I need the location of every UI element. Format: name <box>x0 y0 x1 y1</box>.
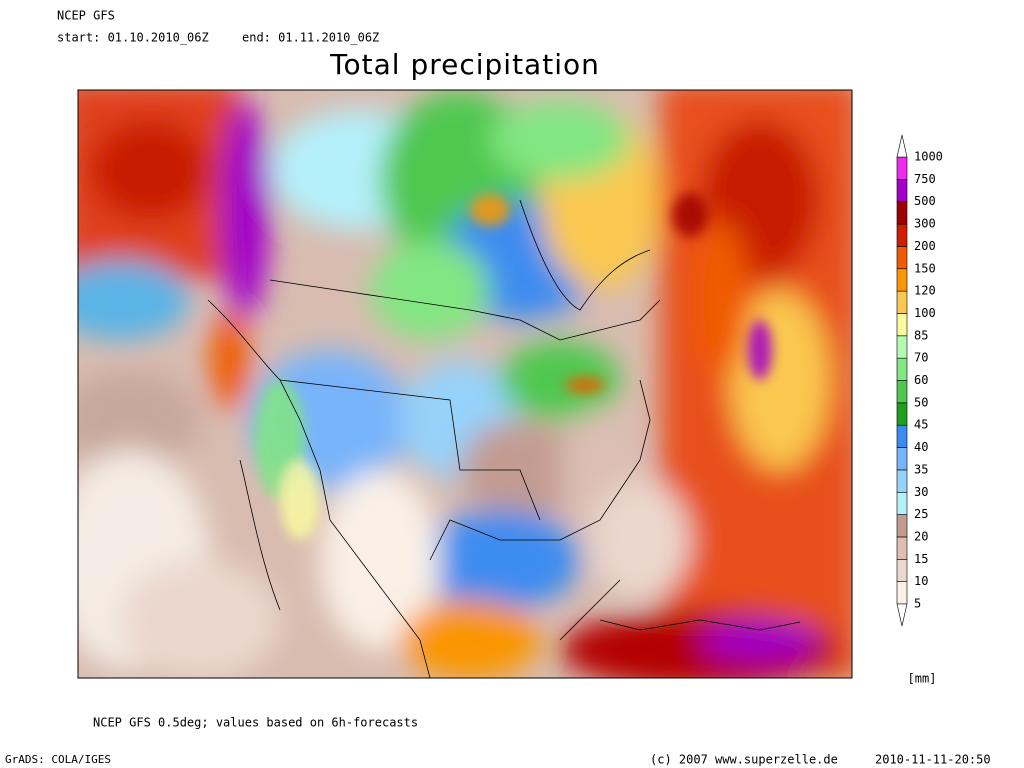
colorbar-label: 20 <box>914 529 928 543</box>
colorbar-swatch <box>896 357 908 381</box>
colorbar-label: 40 <box>914 440 928 454</box>
colorbar-label: 150 <box>914 261 936 275</box>
colorbar-label: 35 <box>914 462 928 476</box>
colorbar-label: 15 <box>914 552 928 566</box>
colorbar-label: 300 <box>914 217 936 231</box>
colorbar-swatch <box>896 447 908 471</box>
model-name: NCEP GFS <box>57 9 115 23</box>
timestamp: 2010-11-11-20:50 <box>875 753 991 767</box>
colorbar-swatch <box>896 179 908 203</box>
colorbar-label: 1000 <box>914 150 943 164</box>
colorbar-label: 60 <box>914 373 928 387</box>
legend-unit: [mm] <box>908 672 937 686</box>
map-title: Total precipitation <box>329 48 600 81</box>
colorbar-label: 100 <box>914 306 936 320</box>
colorbar-arrow-top <box>896 134 908 158</box>
colorbar-swatch <box>896 491 908 515</box>
colorbar-arrow-bottom <box>896 603 908 627</box>
colorbar-swatch <box>896 290 908 314</box>
colorbar-swatch <box>896 313 908 337</box>
colorbar-label: 5 <box>914 597 921 611</box>
colorbar-label: 200 <box>914 239 936 253</box>
colorbar-swatch <box>896 223 908 247</box>
colorbar-swatch <box>896 536 908 560</box>
colorbar-swatch <box>896 514 908 538</box>
colorbar-swatch <box>896 469 908 493</box>
colorbar-swatch <box>896 246 908 270</box>
precipitation-map <box>78 90 852 678</box>
colorbar-swatch <box>896 335 908 359</box>
colorbar-swatch <box>896 380 908 404</box>
colorbar-label: 500 <box>914 194 936 208</box>
start-time: start: 01.10.2010_06Z <box>57 31 209 45</box>
colorbar-swatch <box>896 558 908 582</box>
colorbar-label: 750 <box>914 172 936 186</box>
colorbar-swatch <box>896 424 908 448</box>
colorbar-label: 50 <box>914 395 928 409</box>
colorbar-swatch <box>896 402 908 426</box>
colorbar-label: 45 <box>914 418 928 432</box>
map-frame <box>77 89 853 679</box>
colorbar-label: 10 <box>914 574 928 588</box>
colorbar-label: 120 <box>914 284 936 298</box>
colorbar-label: 30 <box>914 485 928 499</box>
colorbar-swatch <box>896 156 908 180</box>
copyright: (c) 2007 www.superzelle.de <box>650 753 838 767</box>
software-credit: GrADS: COLA/IGES <box>5 753 111 766</box>
colorbar-swatch <box>896 581 908 605</box>
colorbar-swatch <box>896 201 908 225</box>
colorbar-swatch <box>896 268 908 292</box>
end-time: end: 01.11.2010_06Z <box>242 31 379 45</box>
colorbar-label: 70 <box>914 351 928 365</box>
colorbar-label: 25 <box>914 507 928 521</box>
footer-note: NCEP GFS 0.5deg; values based on 6h-fore… <box>93 716 418 730</box>
colorbar: 5 10 15 20 25 30 35 40 45 50 60 70 85 100 120 150 200 300… <box>896 134 943 627</box>
colorbar-label: 85 <box>914 328 928 342</box>
